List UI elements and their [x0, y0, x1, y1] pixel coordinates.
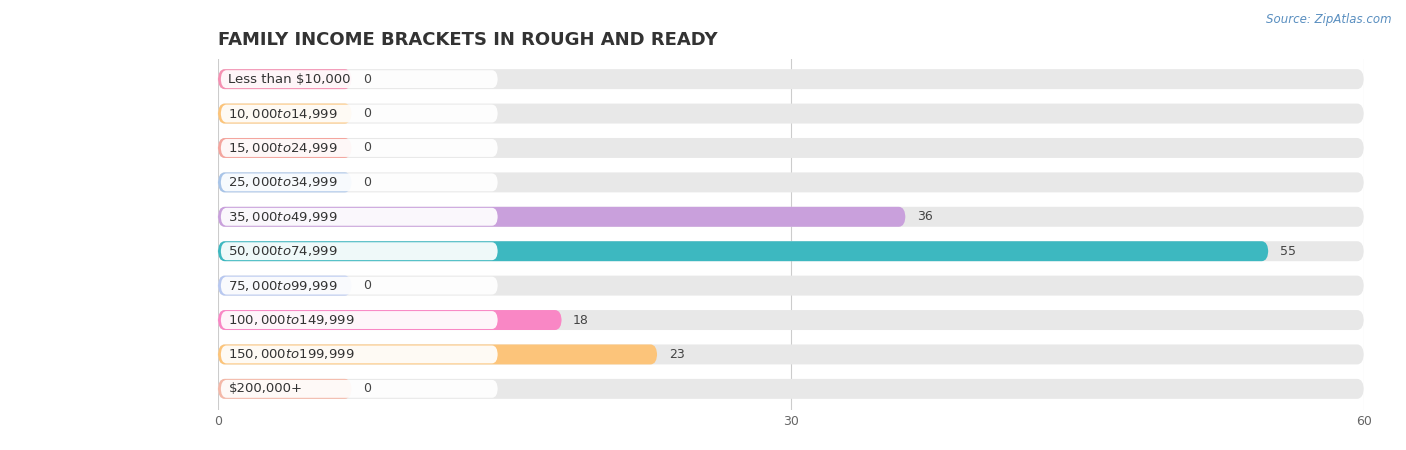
FancyBboxPatch shape	[221, 346, 498, 364]
FancyBboxPatch shape	[221, 242, 498, 260]
FancyBboxPatch shape	[218, 207, 1364, 227]
Text: $150,000 to $199,999: $150,000 to $199,999	[228, 347, 354, 361]
FancyBboxPatch shape	[221, 208, 498, 226]
Text: $15,000 to $24,999: $15,000 to $24,999	[228, 141, 337, 155]
FancyBboxPatch shape	[218, 172, 1364, 192]
FancyBboxPatch shape	[218, 276, 1364, 296]
FancyBboxPatch shape	[221, 104, 498, 122]
Text: 0: 0	[363, 279, 371, 292]
FancyBboxPatch shape	[218, 379, 352, 399]
FancyBboxPatch shape	[218, 241, 1364, 261]
FancyBboxPatch shape	[218, 276, 352, 296]
FancyBboxPatch shape	[221, 70, 498, 88]
Text: 23: 23	[669, 348, 685, 361]
Text: $100,000 to $149,999: $100,000 to $149,999	[228, 313, 354, 327]
FancyBboxPatch shape	[218, 207, 905, 227]
FancyBboxPatch shape	[221, 311, 498, 329]
Text: $50,000 to $74,999: $50,000 to $74,999	[228, 244, 337, 258]
FancyBboxPatch shape	[218, 104, 352, 124]
FancyBboxPatch shape	[218, 310, 1364, 330]
FancyBboxPatch shape	[218, 69, 1364, 89]
Text: Less than $10,000: Less than $10,000	[228, 72, 352, 86]
FancyBboxPatch shape	[218, 344, 657, 364]
FancyBboxPatch shape	[221, 380, 498, 398]
FancyBboxPatch shape	[218, 69, 352, 89]
Text: 18: 18	[574, 314, 589, 327]
Text: $75,000 to $99,999: $75,000 to $99,999	[228, 279, 337, 292]
FancyBboxPatch shape	[218, 310, 561, 330]
Text: 36: 36	[917, 210, 932, 223]
Text: 0: 0	[363, 382, 371, 396]
Text: $200,000+: $200,000+	[228, 382, 302, 396]
FancyBboxPatch shape	[218, 104, 1364, 124]
Text: 0: 0	[363, 176, 371, 189]
FancyBboxPatch shape	[218, 138, 1364, 158]
FancyBboxPatch shape	[221, 277, 498, 295]
FancyBboxPatch shape	[218, 172, 352, 192]
Text: $25,000 to $34,999: $25,000 to $34,999	[228, 176, 337, 189]
Text: FAMILY INCOME BRACKETS IN ROUGH AND READY: FAMILY INCOME BRACKETS IN ROUGH AND READ…	[218, 31, 717, 49]
FancyBboxPatch shape	[218, 344, 1364, 364]
FancyBboxPatch shape	[221, 139, 498, 157]
Text: 0: 0	[363, 107, 371, 120]
Text: Source: ZipAtlas.com: Source: ZipAtlas.com	[1267, 14, 1392, 27]
Text: 55: 55	[1279, 245, 1296, 258]
FancyBboxPatch shape	[218, 241, 1268, 261]
FancyBboxPatch shape	[218, 379, 1364, 399]
FancyBboxPatch shape	[218, 138, 352, 158]
Text: $35,000 to $49,999: $35,000 to $49,999	[228, 210, 337, 224]
Text: 0: 0	[363, 72, 371, 86]
Text: 0: 0	[363, 141, 371, 154]
Text: $10,000 to $14,999: $10,000 to $14,999	[228, 107, 337, 121]
FancyBboxPatch shape	[221, 173, 498, 191]
